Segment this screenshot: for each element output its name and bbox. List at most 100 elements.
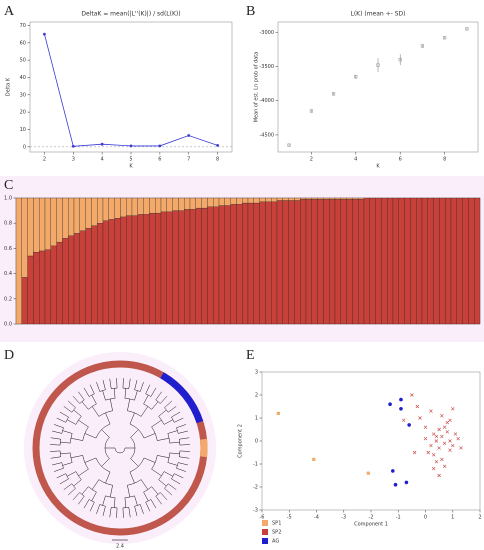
branch-arc	[114, 447, 126, 454]
bar-segment	[73, 233, 80, 325]
y-tick-label: 50	[20, 58, 26, 64]
point	[442, 425, 447, 429]
bar-segment	[108, 219, 115, 325]
bar-segment	[236, 204, 243, 325]
y-tick-label: 0.6	[4, 246, 12, 252]
branch	[70, 455, 83, 458]
point	[332, 92, 336, 96]
point	[354, 75, 358, 79]
legend-label: SP1	[272, 521, 281, 527]
bar-segment	[85, 197, 92, 229]
y-tick-label: 3	[255, 370, 258, 376]
bar-segment	[218, 197, 225, 206]
point	[420, 44, 424, 48]
branch	[63, 406, 72, 413]
y-tick-label: 0.0	[4, 322, 12, 328]
bar-segment	[294, 200, 301, 325]
branch	[50, 456, 61, 459]
point	[398, 58, 402, 62]
point	[399, 407, 403, 411]
branch	[155, 391, 162, 400]
branch	[89, 384, 95, 394]
branch	[151, 468, 162, 476]
bar-segment	[155, 212, 162, 325]
branch-arc	[122, 507, 129, 509]
branch	[176, 467, 186, 472]
point	[434, 459, 439, 464]
branch	[50, 437, 61, 440]
bar-segment	[305, 199, 312, 325]
point	[465, 27, 469, 31]
branch	[59, 411, 69, 418]
point	[431, 466, 436, 471]
bar-segment	[456, 197, 463, 325]
branch	[151, 401, 159, 410]
point	[158, 144, 162, 148]
branch	[129, 471, 135, 484]
x-tick-label: 2	[43, 157, 46, 163]
bar-segment	[259, 201, 266, 325]
bar-segment	[410, 197, 417, 325]
branch	[109, 507, 112, 518]
point	[440, 457, 444, 462]
legend-swatch	[262, 529, 268, 535]
branch	[143, 491, 149, 502]
branch	[67, 488, 76, 496]
branch	[134, 506, 138, 516]
branch	[155, 496, 162, 505]
point	[410, 393, 414, 397]
bar-segment	[363, 197, 370, 325]
bar-segment	[207, 197, 214, 207]
branch	[163, 471, 174, 477]
bar-segment	[230, 204, 237, 325]
branch	[160, 492, 168, 501]
branch	[157, 455, 170, 458]
point	[287, 143, 291, 147]
bar-segment	[166, 197, 173, 213]
y-axis-label: Mean of est. Ln prob of data	[254, 52, 260, 123]
point	[312, 457, 316, 461]
point	[448, 439, 452, 443]
branch-arc	[127, 479, 142, 486]
bar-segment	[288, 200, 295, 325]
bar-segment	[311, 199, 318, 325]
bar-segment	[27, 197, 34, 257]
ring-ag	[160, 372, 204, 424]
point	[429, 443, 433, 448]
x-tick-label: 4	[354, 157, 357, 163]
branch	[163, 419, 174, 425]
y-tick-label: 60	[20, 40, 26, 46]
y-tick-label: 2	[255, 393, 258, 399]
bar-segment	[39, 250, 46, 325]
y-axis-label: Delta K	[6, 77, 12, 96]
branch	[84, 433, 97, 439]
branch	[72, 492, 80, 501]
point	[216, 144, 219, 147]
branch	[62, 462, 73, 466]
point	[418, 416, 422, 420]
branch	[56, 417, 66, 423]
bar-segment	[189, 197, 196, 210]
branch	[174, 473, 184, 479]
y-tick-label: 1.0	[4, 196, 12, 202]
x-tick-label: 6	[158, 157, 161, 163]
bar-segment	[282, 200, 289, 325]
point	[429, 409, 433, 413]
branch-arc	[98, 479, 113, 486]
bar-segment	[369, 197, 376, 325]
x-tick-label: 0	[424, 515, 427, 521]
bar-segment	[271, 201, 278, 325]
bar-segment	[340, 197, 347, 200]
bar-segment	[44, 197, 51, 250]
branch	[178, 462, 188, 466]
bar-segment	[68, 197, 75, 236]
bar-segment	[172, 197, 179, 211]
branch	[102, 495, 106, 506]
branch	[128, 378, 131, 389]
x-tick-label: 7	[187, 157, 190, 163]
branch	[78, 391, 85, 400]
branch	[110, 398, 113, 411]
branch-arc	[75, 416, 82, 425]
bar-segment	[288, 197, 295, 201]
